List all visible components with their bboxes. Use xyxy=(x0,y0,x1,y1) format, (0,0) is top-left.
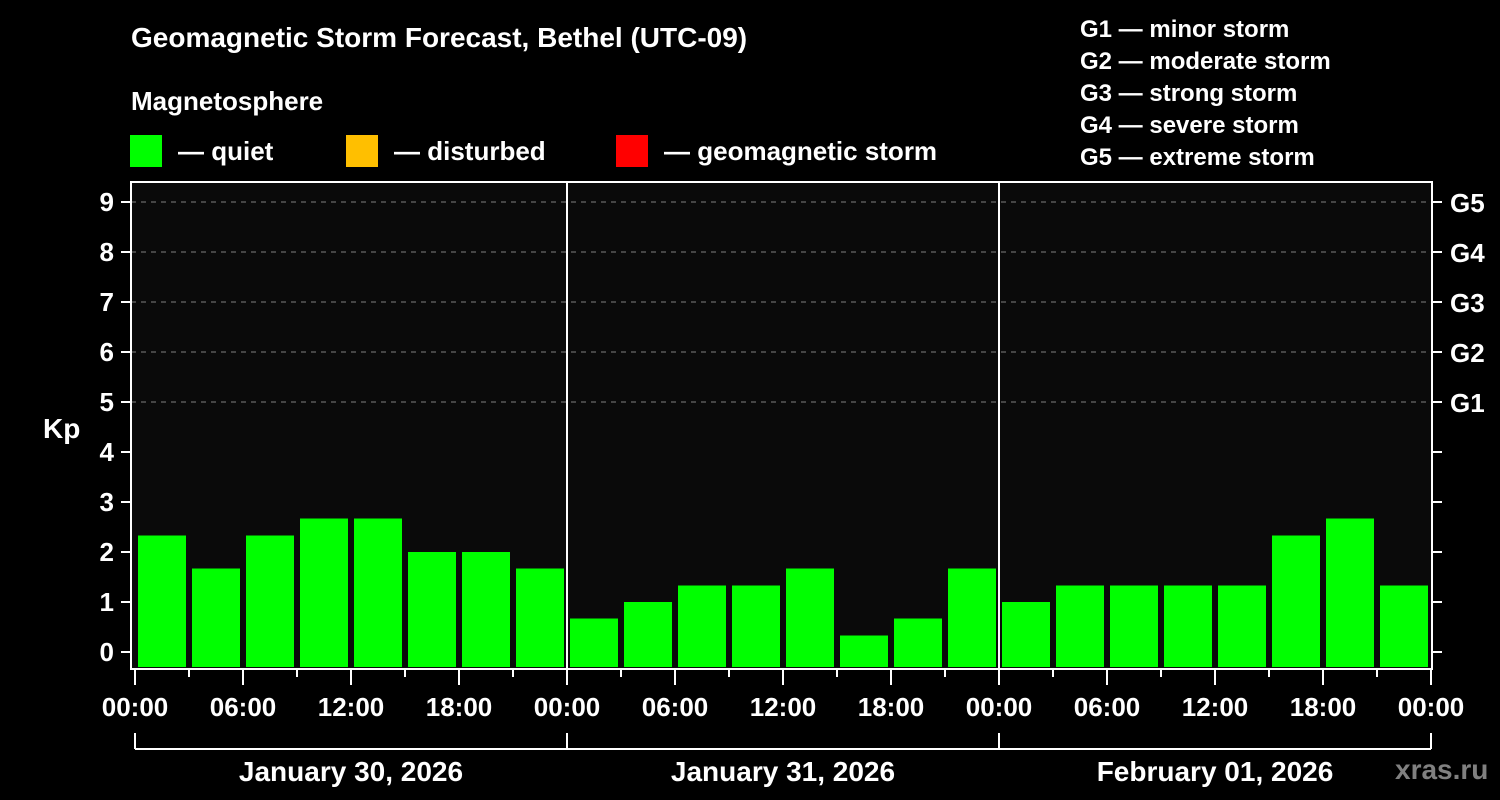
x-tick-label: 18:00 xyxy=(858,692,925,722)
plot-frame xyxy=(130,181,1433,670)
x-tick-label: 06:00 xyxy=(642,692,709,722)
legend-label-disturbed: — disturbed xyxy=(394,135,546,166)
legend-label-quiet: — quiet xyxy=(178,135,274,166)
legend-label-storm: — geomagnetic storm xyxy=(664,135,938,166)
y-axis-label: Kp xyxy=(43,413,80,444)
kp-bar xyxy=(192,568,240,667)
legend-item-quiet: — quiet xyxy=(130,135,273,167)
storm-scale-g4: G4 — severe storm xyxy=(1080,112,1299,139)
x-tick-label: 00:00 xyxy=(1398,692,1465,722)
g-scale-label: G4 xyxy=(1450,238,1485,268)
kp-bar xyxy=(840,635,888,667)
y-tick-label: 7 xyxy=(100,287,114,317)
kp-bar xyxy=(1326,518,1374,667)
disturbed-swatch-icon xyxy=(346,135,378,167)
date-label: January 30, 2026 xyxy=(239,756,463,787)
x-tick-label: 12:00 xyxy=(1182,692,1249,722)
x-tick-label: 00:00 xyxy=(102,692,169,722)
x-tick-label: 12:00 xyxy=(750,692,817,722)
chart-title: Geomagnetic Storm Forecast, Bethel (UTC-… xyxy=(131,22,748,53)
x-tick-label: 06:00 xyxy=(1074,692,1141,722)
x-tick-label: 00:00 xyxy=(534,692,601,722)
y-tick-label: 1 xyxy=(100,587,114,617)
x-tick-label: 00:00 xyxy=(966,692,1033,722)
kp-bar xyxy=(246,535,294,667)
y-tick-label: 4 xyxy=(100,437,115,467)
x-tick-label: 18:00 xyxy=(1290,692,1357,722)
storm-scale-g3: G3 — strong storm xyxy=(1080,80,1298,107)
storm-swatch-icon xyxy=(616,135,648,167)
x-tick-label: 06:00 xyxy=(210,692,277,722)
y-tick-label: 0 xyxy=(100,637,114,667)
storm-scale-legend: G1 — minor storm G2 — moderate storm G3 … xyxy=(1080,14,1331,174)
date-label: January 31, 2026 xyxy=(671,756,895,787)
kp-bar xyxy=(1218,585,1266,667)
g-scale-label: G5 xyxy=(1450,188,1485,218)
storm-scale-g5: G5 — extreme storm xyxy=(1080,144,1315,171)
x-tick-label: 12:00 xyxy=(318,692,385,722)
kp-bar xyxy=(732,585,780,667)
kp-bar xyxy=(1164,585,1212,667)
watermark: xras.ru xyxy=(1395,754,1489,785)
kp-bar xyxy=(408,552,456,667)
y-tick-label: 2 xyxy=(100,537,114,567)
kp-bar xyxy=(1110,585,1158,667)
kp-bar xyxy=(300,518,348,667)
storm-scale-g1: G1 — minor storm xyxy=(1080,16,1290,43)
legend-item-disturbed: — disturbed xyxy=(346,135,546,167)
kp-bar xyxy=(354,518,402,667)
y-tick-label: 5 xyxy=(100,387,114,417)
kp-bar xyxy=(570,618,618,667)
kp-bar xyxy=(948,568,996,667)
date-label: February 01, 2026 xyxy=(1097,756,1334,787)
g-scale-label: G1 xyxy=(1450,388,1485,418)
quiet-swatch-icon xyxy=(130,135,162,167)
y-tick-label: 6 xyxy=(100,337,114,367)
storm-scale-g2: G2 — moderate storm xyxy=(1080,48,1331,75)
kp-bar xyxy=(678,585,726,667)
g-scale-label: G2 xyxy=(1450,338,1485,368)
kp-bar xyxy=(1002,602,1050,667)
y-tick-label: 9 xyxy=(100,187,114,217)
y-tick-label: 8 xyxy=(100,237,114,267)
kp-bar xyxy=(624,602,672,667)
kp-bar xyxy=(138,535,186,667)
kp-bar xyxy=(1380,585,1428,667)
g-scale-label: G3 xyxy=(1450,288,1485,318)
legend-item-storm: — geomagnetic storm xyxy=(616,135,937,167)
kp-bar xyxy=(894,618,942,667)
kp-bar xyxy=(786,568,834,667)
kp-bar xyxy=(516,568,564,667)
y-tick-label: 3 xyxy=(100,487,114,517)
kp-bar xyxy=(462,552,510,667)
legend-heading: Magnetosphere xyxy=(131,86,324,116)
kp-bar xyxy=(1056,585,1104,667)
kp-bar xyxy=(1272,535,1320,667)
x-tick-label: 18:00 xyxy=(426,692,493,722)
